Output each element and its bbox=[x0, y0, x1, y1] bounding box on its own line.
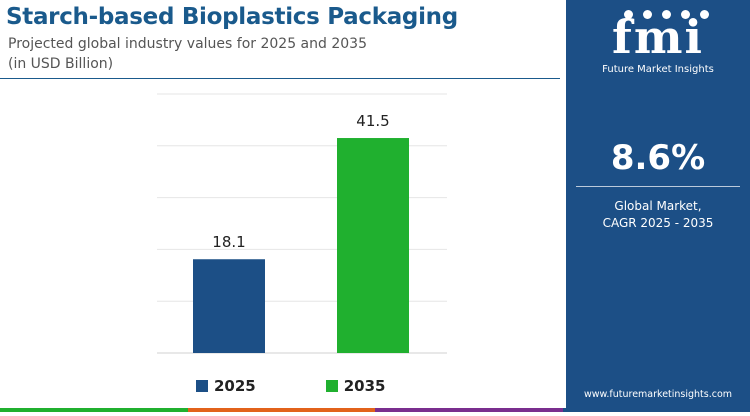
side-panel: fmi Future Market Insights 8.6% Global M… bbox=[566, 0, 750, 408]
fmi-logo: fmi bbox=[612, 10, 704, 64]
chart-subtitle: Projected global industry values for 202… bbox=[8, 36, 367, 52]
legend-item-2035: 2035 bbox=[325, 377, 386, 395]
bar-2025 bbox=[193, 259, 265, 353]
chart-legend: 2025 2035 bbox=[196, 377, 386, 395]
cagr-label-line1: Global Market, bbox=[614, 199, 702, 213]
strip-segment-2 bbox=[187, 408, 375, 412]
legend-item-2025: 2025 bbox=[196, 377, 256, 395]
legend-label-2035: 2035 bbox=[343, 377, 386, 395]
logo-subtext: Future Market Insights bbox=[602, 64, 714, 75]
website-link[interactable]: www.futuremarketinsights.com bbox=[583, 389, 733, 400]
title-divider bbox=[0, 78, 560, 79]
cagr-value: 8.6% bbox=[610, 138, 706, 178]
strip-segment-4 bbox=[562, 408, 750, 412]
cagr-label-line2: CAGR 2025 - 2035 bbox=[602, 216, 714, 230]
logo-dots bbox=[624, 10, 709, 19]
bar-chart: 18.1 41.5 bbox=[157, 93, 447, 354]
cagr-label: Global Market, CAGR 2025 - 2035 bbox=[566, 198, 750, 232]
data-label-2025: 18.1 bbox=[212, 233, 245, 251]
legend-swatch-2025 bbox=[196, 380, 208, 392]
strip-segment-3 bbox=[375, 408, 563, 412]
strip-segment-1 bbox=[0, 408, 188, 412]
chart-title: Starch-based Bioplastics Packaging bbox=[6, 4, 458, 30]
panel-divider bbox=[576, 186, 740, 187]
chart-unit: (in USD Billion) bbox=[8, 56, 114, 72]
legend-label-2025: 2025 bbox=[214, 377, 256, 395]
legend-swatch-2035 bbox=[325, 380, 338, 392]
data-label-2035: 41.5 bbox=[356, 112, 389, 130]
bar-2035 bbox=[337, 138, 409, 353]
bottom-color-strip bbox=[0, 408, 750, 416]
